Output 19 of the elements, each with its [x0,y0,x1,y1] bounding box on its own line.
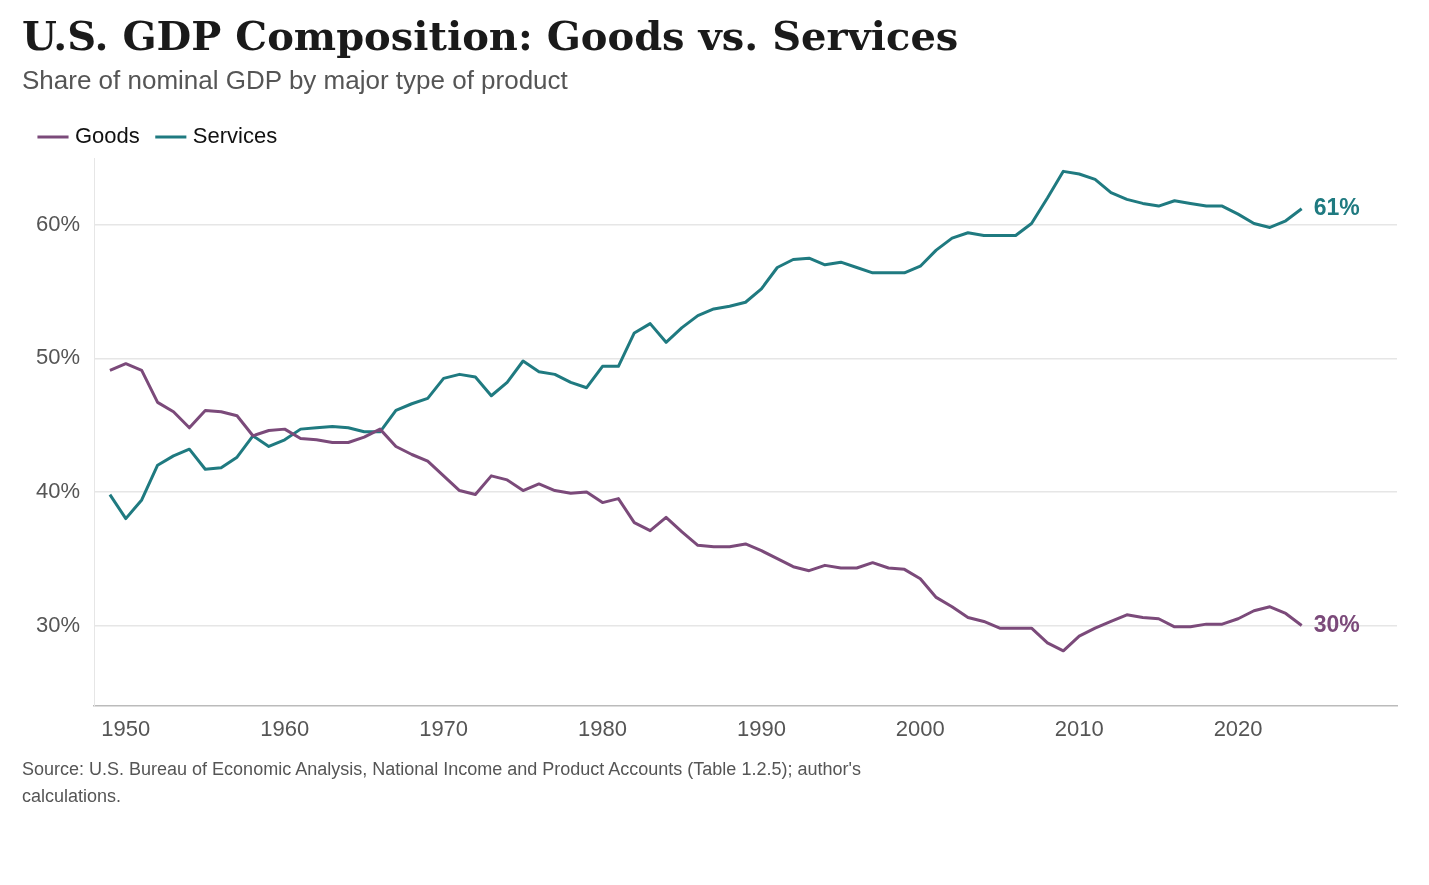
y-tick-label: 30% [35,611,81,637]
x-tick-label: 1970 [419,715,469,741]
annotation: 61% [1313,194,1360,221]
x-tick-label: 1980 [578,715,627,741]
x-tick-label: 2020 [1213,715,1263,741]
source-note: Source: U.S. Bureau of Economic Analysis, National Income and Product Accounts (Table 1.2.5); author's calculations. [22,758,862,808]
x-tick-label: 1950 [101,715,151,741]
y-tick-label: 40% [35,477,81,503]
x-tick-label: 1960 [260,715,310,741]
y-tick-label: 50% [35,344,81,370]
legend-label: Goods [75,123,140,149]
x-tick-label: 1990 [736,715,786,741]
x-tick-label: 2010 [1054,715,1104,741]
legend-label: Services [192,123,278,149]
y-tick-label: 60% [35,210,81,236]
chart-title: U.S. GDP Composition: Goods vs. Services [22,12,960,59]
x-tick-label: 2000 [895,715,945,741]
chart-subtitle: Share of nominal GDP by major type of product [22,65,569,96]
annotation: 30% [1313,610,1360,637]
